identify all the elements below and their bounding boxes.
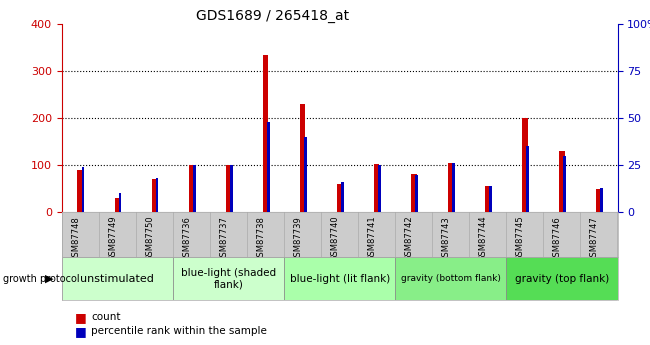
Bar — [114, 198, 120, 212]
Bar — [337, 184, 343, 212]
Bar — [378, 165, 381, 212]
Bar — [596, 189, 602, 212]
Bar — [188, 165, 194, 212]
Bar — [284, 257, 395, 300]
Bar — [522, 118, 528, 212]
Text: GSM87740: GSM87740 — [331, 216, 339, 262]
Text: GSM87745: GSM87745 — [516, 216, 525, 262]
Text: blue-light (shaded
flank): blue-light (shaded flank) — [181, 268, 276, 289]
Text: GSM87741: GSM87741 — [368, 216, 376, 262]
Text: ■: ■ — [75, 311, 86, 324]
Bar — [526, 146, 529, 212]
Bar — [601, 188, 603, 212]
Text: blue-light (lit flank): blue-light (lit flank) — [289, 274, 390, 284]
Bar — [263, 55, 268, 212]
Bar — [395, 257, 506, 300]
Bar — [193, 165, 196, 212]
Bar — [448, 163, 454, 212]
Bar — [506, 257, 618, 300]
Bar — [485, 186, 491, 212]
Bar — [489, 186, 492, 212]
Text: GSM87737: GSM87737 — [220, 216, 229, 262]
Bar — [304, 137, 307, 212]
Bar — [564, 156, 566, 212]
Bar — [411, 174, 417, 212]
Text: ■: ■ — [75, 325, 86, 338]
Text: GSM87736: GSM87736 — [183, 216, 192, 262]
Bar — [341, 182, 344, 212]
Bar — [452, 163, 455, 212]
Bar — [173, 257, 284, 300]
Bar — [230, 165, 233, 212]
Text: GSM87738: GSM87738 — [257, 216, 265, 262]
Text: growth protocol: growth protocol — [3, 274, 80, 284]
Text: GSM87742: GSM87742 — [405, 216, 414, 262]
Bar — [300, 104, 306, 212]
Bar — [267, 122, 270, 212]
Text: gravity (top flank): gravity (top flank) — [515, 274, 609, 284]
Text: GSM87743: GSM87743 — [442, 216, 451, 262]
Bar — [77, 170, 83, 212]
Text: GDS1689 / 265418_at: GDS1689 / 265418_at — [196, 9, 350, 23]
Bar — [226, 165, 231, 212]
Bar — [559, 151, 565, 212]
Text: gravity (bottom flank): gravity (bottom flank) — [401, 274, 500, 283]
Text: GSM87739: GSM87739 — [294, 216, 302, 262]
Text: percentile rank within the sample: percentile rank within the sample — [91, 326, 267, 336]
Text: GSM87747: GSM87747 — [590, 216, 599, 262]
Text: GSM87746: GSM87746 — [553, 216, 562, 262]
Text: GSM87749: GSM87749 — [109, 216, 117, 262]
Text: unstimulated: unstimulated — [81, 274, 154, 284]
Text: GSM87748: GSM87748 — [72, 216, 81, 262]
Bar — [151, 179, 157, 212]
Text: GSM87750: GSM87750 — [146, 216, 155, 262]
Bar — [62, 257, 173, 300]
Bar — [156, 178, 159, 212]
Bar — [374, 164, 380, 212]
Bar — [82, 167, 85, 212]
Bar — [119, 193, 122, 212]
Text: ▶: ▶ — [45, 274, 53, 284]
Text: GSM87744: GSM87744 — [479, 216, 488, 262]
Text: count: count — [91, 313, 120, 322]
Bar — [415, 175, 418, 212]
